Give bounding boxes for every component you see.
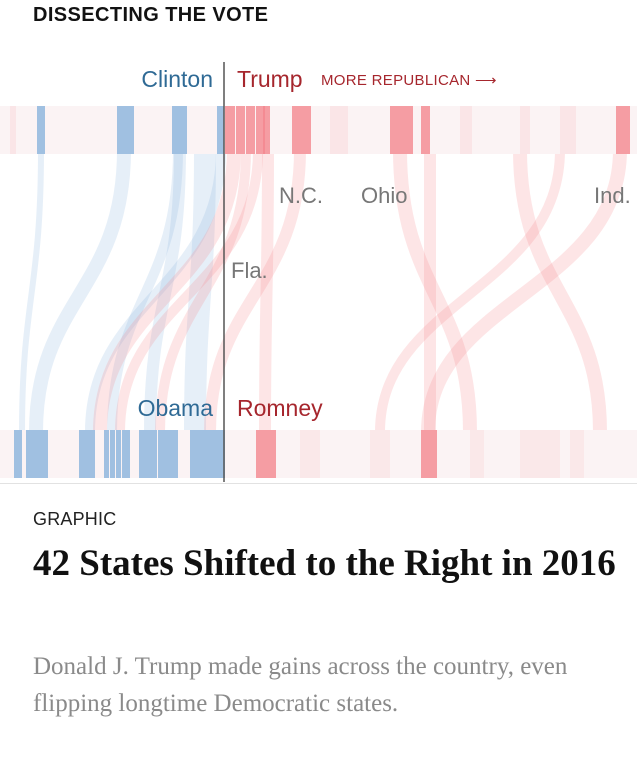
state-flow-band xyxy=(144,149,186,433)
trump-state-block xyxy=(292,106,311,154)
state-label-ind: Ind. xyxy=(594,183,631,208)
obama-state-block xyxy=(139,430,157,478)
top-row-background xyxy=(0,106,637,154)
obama-state-block xyxy=(122,430,130,478)
obama-state-block xyxy=(14,430,22,478)
romney-state-block xyxy=(256,430,276,478)
article-kicker: GRAPHIC xyxy=(33,509,117,529)
obama-state-block xyxy=(26,430,48,478)
clinton-state-block xyxy=(217,106,224,154)
romney-label: Romney xyxy=(237,395,323,421)
clinton-state-block xyxy=(117,106,134,154)
romney-state-block xyxy=(421,430,437,478)
faint-state-block xyxy=(570,430,584,478)
state-flow-band xyxy=(513,149,607,433)
clinton-label: Clinton xyxy=(141,66,213,92)
state-label-ohio: Ohio xyxy=(361,183,407,208)
state-flow-band xyxy=(93,149,241,433)
trump-state-block xyxy=(225,106,235,154)
faint-state-block xyxy=(460,106,472,154)
state-flow-band xyxy=(393,149,477,433)
state-flow-band xyxy=(29,149,131,433)
state-flow-band xyxy=(259,149,274,433)
vote-shift-graphic[interactable]: Clinton Trump MORE REPUBLICAN ⟶ N.C. Ohi… xyxy=(0,0,637,485)
trump-label: Trump xyxy=(237,66,303,92)
faint-state-block xyxy=(470,430,484,478)
state-flow-band xyxy=(421,149,627,433)
state-flow-band xyxy=(375,149,565,433)
state-label-fla: Fla. xyxy=(231,258,268,283)
section-divider xyxy=(0,483,637,484)
state-flow-band xyxy=(85,149,226,433)
faint-state-block xyxy=(520,430,560,478)
state-flow-band xyxy=(107,149,183,433)
article-summary: Donald J. Trump made gains across the co… xyxy=(33,653,568,717)
clinton-state-block xyxy=(180,106,187,154)
state-blocks xyxy=(0,106,637,478)
faint-state-block xyxy=(520,106,530,154)
state-flow-band xyxy=(155,149,251,433)
trump-state-block xyxy=(263,106,270,154)
clinton-state-block xyxy=(172,106,180,154)
obama-label: Obama xyxy=(138,395,214,421)
more-republican-label: MORE REPUBLICAN ⟶ xyxy=(321,72,497,89)
faint-state-block xyxy=(330,106,348,154)
faint-state-block xyxy=(370,430,390,478)
faint-state-block xyxy=(10,106,16,154)
vote-shift-flows xyxy=(19,149,627,433)
state-label-nc: N.C. xyxy=(279,183,323,208)
obama-state-block xyxy=(116,430,121,478)
obama-state-block xyxy=(190,430,225,478)
trump-state-block xyxy=(421,106,430,154)
trump-state-block xyxy=(236,106,245,154)
trump-state-block xyxy=(256,106,265,154)
trump-state-block xyxy=(246,106,255,154)
section-label: DISSECTING THE VOTE xyxy=(33,4,269,26)
obama-state-block xyxy=(79,430,95,478)
state-flow-band xyxy=(204,149,306,433)
obama-state-block xyxy=(110,430,115,478)
clinton-state-block xyxy=(37,106,45,154)
state-flow-band xyxy=(115,149,263,433)
state-flow-band xyxy=(19,149,44,433)
trump-state-block xyxy=(616,106,630,154)
trump-state-block xyxy=(390,106,413,154)
faint-state-block xyxy=(560,106,576,154)
faint-state-block xyxy=(300,430,320,478)
obama-state-block xyxy=(158,430,178,478)
obama-state-block xyxy=(104,430,109,478)
state-flow-band xyxy=(184,149,216,433)
article-headline[interactable]: 42 States Shifted to the Right in 2016 xyxy=(33,543,616,584)
